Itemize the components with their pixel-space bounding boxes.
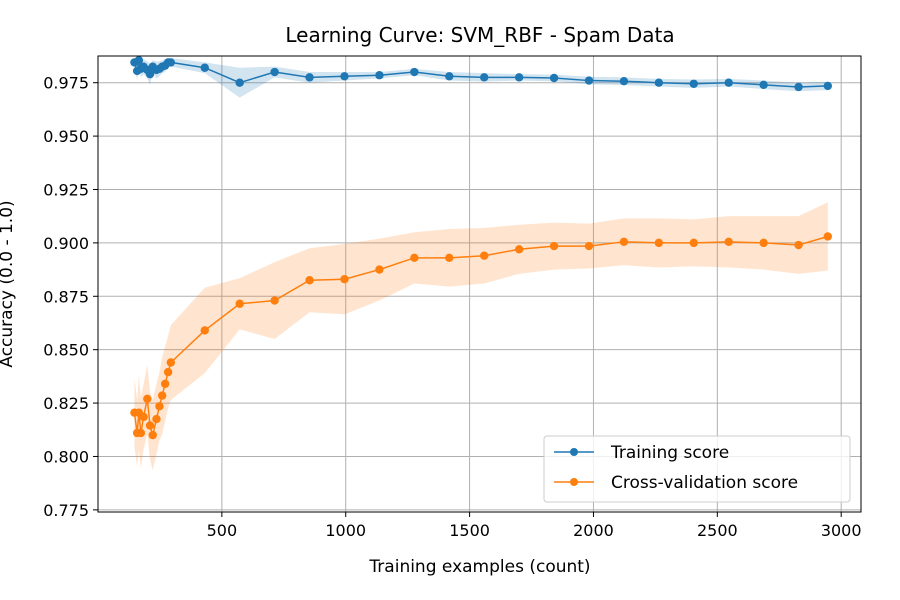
y-tick-label: 0.800	[43, 447, 89, 466]
y-tick-label: 0.950	[43, 127, 89, 146]
series-points	[130, 56, 833, 440]
point-training	[166, 58, 176, 67]
x-tick-label: 500	[207, 521, 238, 540]
point-cross-validation	[689, 238, 698, 248]
y-axis-label: Accuracy (0.0 - 1.0)	[0, 200, 17, 367]
x-tick-label: 1500	[449, 521, 490, 540]
point-cross-validation	[823, 232, 833, 241]
y-tick-label: 0.825	[43, 394, 89, 413]
point-training	[305, 73, 314, 82]
point-cross-validation	[143, 394, 152, 404]
point-cross-validation	[160, 379, 170, 389]
point-cross-validation	[152, 414, 161, 424]
point-cross-validation	[549, 241, 559, 251]
point-cross-validation	[200, 326, 209, 335]
plot-area	[97, 55, 862, 513]
point-cross-validation	[654, 238, 664, 248]
point-training	[689, 79, 698, 88]
point-training	[145, 69, 155, 79]
point-training	[584, 76, 594, 85]
point-cross-validation	[145, 421, 155, 430]
point-cross-validation	[619, 237, 629, 247]
chart-title: Learning Curve: SVM_RBF - Spam Data	[285, 23, 674, 47]
legend-marker-cross-validation	[570, 478, 578, 486]
point-cross-validation	[445, 253, 454, 263]
point-cross-validation	[139, 412, 148, 422]
y-axis-ticks: 0.775 0.800 0.825 0.850 0.875 0.900 0.925 0.950…	[43, 74, 98, 520]
point-cross-validation	[166, 358, 176, 367]
point-training	[654, 78, 664, 87]
point-cross-validation	[514, 245, 524, 254]
y-tick-label: 0.900	[43, 234, 89, 253]
point-cross-validation	[157, 391, 167, 400]
x-axis-ticks: 500 1000 1500 2000 2500 3000	[207, 512, 862, 540]
point-cross-validation	[136, 428, 146, 438]
point-cross-validation	[155, 402, 164, 411]
point-training	[514, 73, 524, 82]
y-tick-label: 0.975	[43, 74, 89, 93]
point-training	[410, 67, 419, 77]
point-training	[375, 71, 384, 80]
point-cross-validation	[410, 253, 419, 263]
legend-label-cross-validation: Cross-validation score	[611, 473, 798, 493]
point-training	[270, 67, 279, 77]
x-tick-label: 2500	[697, 521, 738, 540]
point-cross-validation	[759, 238, 768, 248]
point-training	[200, 63, 209, 72]
point-training	[340, 72, 349, 81]
point-cross-validation	[794, 240, 803, 250]
legend-box	[543, 435, 851, 503]
point-training	[549, 73, 559, 83]
point-training	[794, 82, 803, 92]
y-tick-label: 0.850	[43, 341, 89, 360]
point-training	[235, 78, 244, 87]
legend-label-training: Training score	[610, 443, 729, 463]
point-training	[134, 56, 144, 65]
x-tick-label: 2000	[573, 521, 614, 540]
point-cross-validation	[305, 276, 314, 285]
point-cross-validation	[148, 430, 157, 440]
y-tick-label: 0.775	[43, 501, 89, 520]
point-cross-validation	[235, 299, 244, 308]
point-training	[445, 72, 454, 81]
point-cross-validation	[584, 241, 594, 251]
point-training	[724, 78, 733, 87]
point-training	[480, 73, 489, 82]
point-cross-validation	[270, 296, 279, 305]
x-axis-label: Training examples (count)	[368, 557, 590, 577]
legend-marker-training	[570, 448, 578, 456]
point-training	[759, 80, 768, 90]
x-tick-label: 3000	[821, 521, 862, 540]
point-cross-validation	[724, 237, 733, 247]
y-tick-label: 0.875	[43, 287, 89, 306]
band-cross-validation	[134, 202, 828, 471]
x-tick-label: 1000	[325, 521, 366, 540]
plot-frame	[97, 55, 862, 513]
point-training	[823, 81, 833, 91]
point-training	[619, 77, 629, 86]
y-tick-label: 0.925	[43, 180, 89, 199]
legend: Training score Cross-validation score	[543, 435, 851, 503]
point-cross-validation	[375, 265, 384, 274]
point-cross-validation	[480, 251, 489, 260]
point-cross-validation	[340, 274, 349, 284]
point-cross-validation	[163, 367, 173, 377]
